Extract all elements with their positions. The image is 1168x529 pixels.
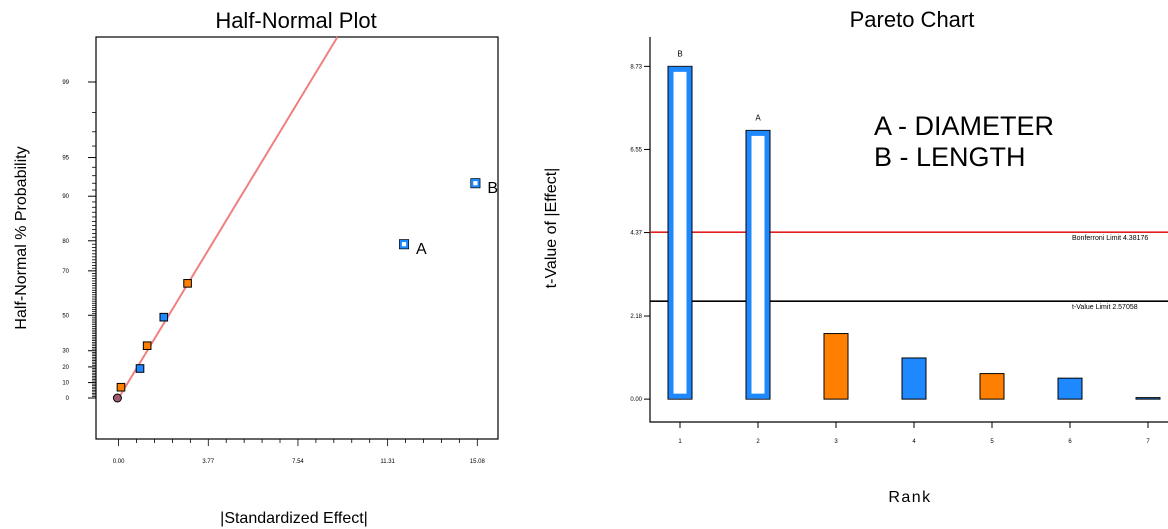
point-label: B [487, 180, 498, 197]
half-normal-y-axis: 0 10 20 30 50 70 80 90 95 99 [62, 80, 96, 402]
half-normal-chart: Half-Normal Plot 0 10 20 30 50 70 80 90 95 99 0.0… [13, 8, 499, 527]
half-normal-y-label: Half-Normal % Probability [13, 146, 30, 329]
pareto-bar [668, 66, 692, 399]
effect-point [183, 279, 192, 288]
x-tick-label: 11.31 [380, 459, 395, 465]
effect-point [399, 239, 409, 249]
y-tick-label: 90 [62, 194, 69, 200]
half-normal-x-label: |Standardized Effect| [220, 510, 368, 527]
x-tick-label: 3.77 [202, 459, 214, 465]
half-normal-fit-line [117, 36, 339, 399]
x-tick-label: 15.08 [470, 459, 486, 465]
pareto-bars: BA [667, 49, 1161, 400]
pareto-y-tick-label: 2.18 [630, 314, 642, 320]
pareto-x-axis: 1 2 3 4 5 6 7 [678, 422, 1150, 445]
pareto-bar [746, 130, 770, 399]
annotation-diameter: A - DIAMETER [874, 111, 1054, 141]
pareto-limit-lines: Bonferroni Limit 4.38176 t-Value Limit 2.… [650, 231, 1168, 311]
pareto-bar [1135, 397, 1161, 400]
pareto-bar [979, 373, 1005, 400]
pareto-bar [1057, 377, 1083, 400]
pareto-y-tick-label: 6.55 [630, 147, 642, 153]
y-tick-label: 10 [62, 381, 69, 387]
half-normal-points: BA [112, 178, 498, 403]
y-tick-label: 50 [62, 313, 69, 319]
effect-point [142, 341, 152, 351]
pareto-y-tick-label: 0.00 [630, 397, 642, 403]
effect-point-outline [470, 178, 481, 189]
pareto-y-tick-label: 4.37 [630, 231, 642, 237]
y-tick-label: 20 [62, 365, 69, 371]
y-tick-label: 95 [62, 156, 69, 162]
x-tick-label: 0.00 [113, 459, 125, 465]
pareto-x-tick-label: 4 [912, 439, 916, 445]
effect-point [112, 393, 122, 403]
half-normal-plot-frame [95, 36, 499, 440]
y-tick-label: 70 [62, 269, 69, 275]
pareto-x-tick-label: 7 [1146, 439, 1150, 445]
effect-point [159, 312, 169, 322]
half-normal-x-axis: 0.00 3.77 7.54 11.31 15.08 [113, 439, 486, 465]
y-tick-label: 80 [62, 239, 69, 245]
pareto-title: Pareto Chart [850, 7, 975, 32]
limit-label: t-Value Limit 2.57058 [1072, 304, 1138, 311]
effect-point [135, 364, 145, 373]
pareto-axes [649, 37, 1168, 423]
pareto-x-tick-label: 3 [834, 439, 838, 445]
effect-point [116, 382, 126, 392]
pareto-x-tick-label: 5 [990, 439, 994, 445]
point-label: A [416, 241, 427, 258]
bar-letter: A [755, 113, 761, 122]
pareto-bar [823, 333, 849, 400]
x-tick-label: 7.54 [292, 459, 304, 465]
bar-letter: B [677, 49, 682, 58]
pareto-chart: Pareto Chart 0.00 2.18 4.37 6.55 8.73 Bonfer… [543, 7, 1168, 506]
effect-point [471, 178, 480, 188]
pareto-x-tick-label: 6 [1068, 439, 1072, 445]
pareto-y-label: t-Value of |Effect| [543, 168, 560, 289]
pareto-x-tick-label: 1 [678, 439, 682, 445]
half-normal-title: Half-Normal Plot [215, 8, 376, 33]
y-tick-label: 99 [62, 80, 69, 86]
pareto-x-tick-label: 2 [756, 439, 760, 445]
pareto-y-axis: 0.00 2.18 4.37 6.55 8.73 [630, 64, 650, 403]
limit-label: Bonferroni Limit 4.38176 [1072, 235, 1148, 242]
pareto-x-label: Rank [888, 489, 931, 506]
y-tick-label: 30 [62, 349, 69, 355]
annotation-length: B - LENGTH [874, 142, 1026, 172]
y-tick-label: 0 [66, 396, 70, 402]
pareto-y-tick-label: 8.73 [630, 64, 642, 70]
pareto-bar [901, 357, 927, 400]
effect-point-outline [399, 239, 410, 250]
